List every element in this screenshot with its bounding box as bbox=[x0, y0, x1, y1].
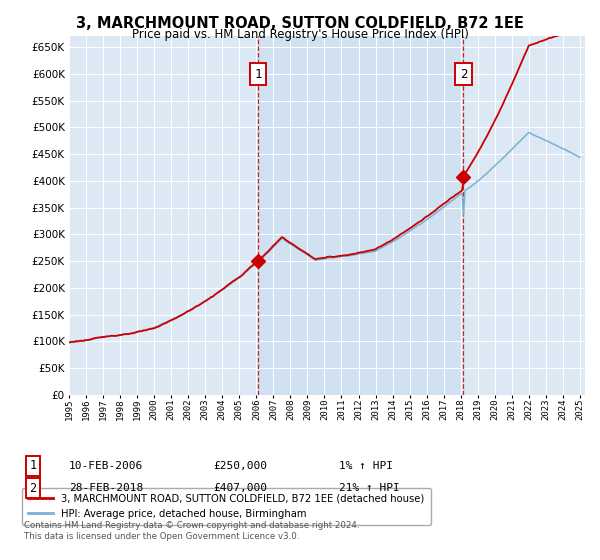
Text: 1: 1 bbox=[254, 68, 262, 81]
Text: 10-FEB-2006: 10-FEB-2006 bbox=[69, 461, 143, 471]
Text: £250,000: £250,000 bbox=[213, 461, 267, 471]
Text: 2: 2 bbox=[29, 482, 37, 495]
Text: 28-FEB-2018: 28-FEB-2018 bbox=[69, 483, 143, 493]
Text: £407,000: £407,000 bbox=[213, 483, 267, 493]
Text: 1% ↑ HPI: 1% ↑ HPI bbox=[339, 461, 393, 471]
Text: 2: 2 bbox=[460, 68, 467, 81]
Legend: 3, MARCHMOUNT ROAD, SUTTON COLDFIELD, B72 1EE (detached house), HPI: Average pri: 3, MARCHMOUNT ROAD, SUTTON COLDFIELD, B7… bbox=[22, 488, 431, 525]
Text: Price paid vs. HM Land Registry's House Price Index (HPI): Price paid vs. HM Land Registry's House … bbox=[131, 28, 469, 41]
Text: 21% ↑ HPI: 21% ↑ HPI bbox=[339, 483, 400, 493]
Bar bbox=[258, 36, 463, 395]
Text: This data is licensed under the Open Government Licence v3.0.: This data is licensed under the Open Gov… bbox=[24, 532, 299, 541]
Text: Contains HM Land Registry data © Crown copyright and database right 2024.: Contains HM Land Registry data © Crown c… bbox=[24, 521, 359, 530]
Text: 3, MARCHMOUNT ROAD, SUTTON COLDFIELD, B72 1EE: 3, MARCHMOUNT ROAD, SUTTON COLDFIELD, B7… bbox=[76, 16, 524, 31]
Text: 1: 1 bbox=[29, 459, 37, 473]
